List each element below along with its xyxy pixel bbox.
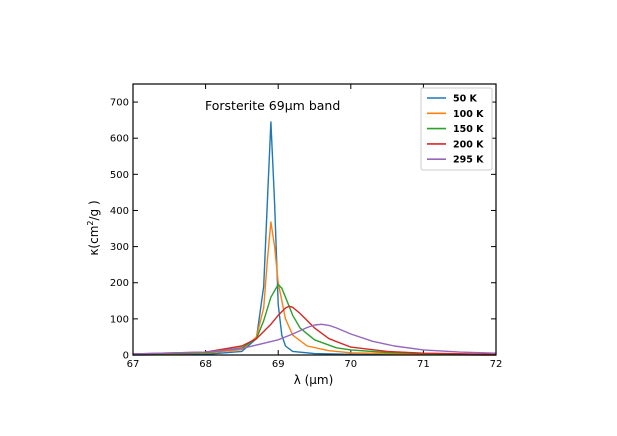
legend-box bbox=[420, 87, 493, 171]
plot-frame bbox=[132, 83, 497, 356]
x-tick-label: 69 bbox=[272, 359, 285, 370]
y-axis-label-base: κ(cm bbox=[87, 226, 101, 256]
y-tick-label: 300 bbox=[110, 242, 129, 253]
x-axis-label: λ (µm) bbox=[294, 373, 334, 387]
y-axis-label-tail: /g ) bbox=[87, 200, 101, 220]
x-tick-label: 70 bbox=[344, 359, 357, 370]
legend-label: 100 K bbox=[453, 109, 484, 120]
y-axis-label-superscript: 2 bbox=[86, 221, 95, 226]
x-tick-label: 72 bbox=[490, 359, 503, 370]
x-tick-label: 68 bbox=[199, 359, 212, 370]
series-lines bbox=[132, 121, 497, 356]
chart-title: Forsterite 69µm band bbox=[205, 98, 340, 113]
y-tick-label: 400 bbox=[110, 206, 129, 217]
series-line-200-k bbox=[132, 305, 497, 355]
legend-label: 200 K bbox=[453, 139, 484, 150]
legend-label: 50 K bbox=[453, 94, 478, 105]
x-tick-label: 67 bbox=[127, 359, 140, 370]
y-tick-label: 600 bbox=[110, 134, 129, 145]
y-tick-label: 500 bbox=[110, 170, 129, 181]
series-line-295-k bbox=[132, 323, 497, 355]
x-tick-label: 71 bbox=[417, 359, 430, 370]
y-tick-label: 200 bbox=[110, 278, 129, 289]
legend: 50 K 100 K 150 K 200 K 295 K bbox=[420, 87, 493, 171]
y-tick-label: 700 bbox=[110, 98, 129, 109]
y-axis-label: κ(cm2/g ) bbox=[86, 200, 101, 255]
y-tick-label: 0 bbox=[123, 351, 129, 362]
legend-label: 295 K bbox=[453, 155, 484, 166]
y-tick-label: 100 bbox=[110, 314, 129, 325]
legend-label: 150 K bbox=[453, 124, 484, 135]
